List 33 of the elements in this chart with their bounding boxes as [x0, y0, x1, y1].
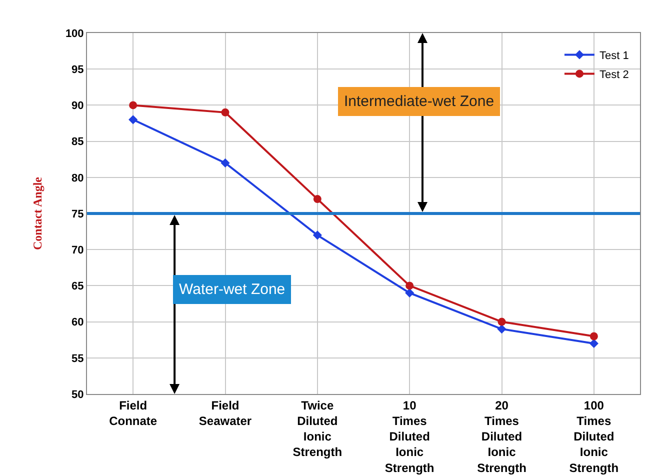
- annotation: Water-wet Zone: [179, 281, 286, 298]
- point: [589, 338, 598, 348]
- point: [590, 332, 598, 340]
- y-tick-label: 90: [72, 100, 84, 112]
- y-tick-label: 95: [72, 64, 84, 76]
- y-tick-label: 55: [72, 352, 84, 365]
- y-tick-label: 75: [72, 208, 84, 220]
- y-tick-label: 50: [72, 388, 84, 401]
- x-tick-label: Twice Diluted Ionic Strength: [292, 398, 342, 460]
- y-tick-label: 100: [65, 28, 84, 40]
- point: [313, 195, 322, 204]
- y-tick-label: 65: [72, 280, 84, 293]
- point: [312, 230, 322, 240]
- y-tick-label: 80: [72, 172, 84, 184]
- point: [129, 101, 138, 110]
- x-tick-label: 10 Times Diluted Ionic Strength: [384, 398, 434, 475]
- legend-label: Test 2: [599, 69, 629, 82]
- x-tick-label: Field Seawater: [198, 398, 252, 428]
- point: [128, 115, 138, 124]
- y-tick-label: 70: [72, 244, 84, 256]
- y-axis-title: Contact Angle: [30, 176, 45, 250]
- legend-label: Test 1: [599, 50, 629, 62]
- point: [220, 158, 230, 168]
- point: [498, 318, 506, 326]
- x-tick-label: 100 Times Diluted Ionic Strength: [569, 398, 619, 475]
- y-tick-label: 60: [72, 316, 84, 329]
- annotation: Intermediate-wet Zone: [344, 93, 494, 110]
- x-tick-label: Field Connate: [109, 398, 158, 428]
- point: [406, 282, 414, 290]
- x-tick-label: 20 Times Diluted Ionic Strength: [477, 398, 526, 475]
- y-tick-label: 85: [72, 136, 84, 148]
- point: [221, 108, 230, 116]
- point: [497, 324, 506, 334]
